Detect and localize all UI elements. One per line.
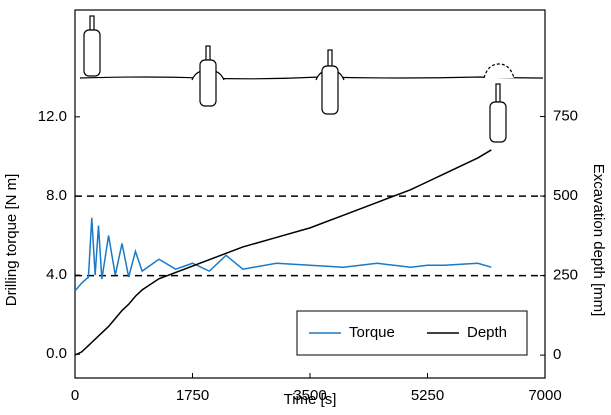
x-tick-label: 3500 [293,387,326,404]
x-axis-title: Time [s] [284,391,337,408]
x-tick-label: 7000 [528,387,561,404]
y2-tick-label: 750 [553,108,578,125]
x-tick-label: 0 [71,387,79,404]
illustration [79,15,544,143]
y2-tick-label: 250 [553,267,578,284]
legend-label: Depth [467,324,507,341]
y-axis-title: Drilling torque [N m] [3,174,20,307]
y-tick-label: 12.0 [38,108,67,125]
y-tick-label: 0.0 [46,345,67,362]
y2-axis-title: Excavation depth [mm] [590,164,607,317]
series-line [74,149,492,356]
y2-tick-label: 500 [553,187,578,204]
x-tick-label: 5250 [411,387,444,404]
x-tick-label: 1750 [176,387,209,404]
series-line [74,217,492,292]
y2-tick-label: 0 [553,346,561,363]
legend-label: Torque [349,324,395,341]
y-tick-label: 4.0 [46,266,67,283]
y-tick-label: 8.0 [46,187,67,204]
